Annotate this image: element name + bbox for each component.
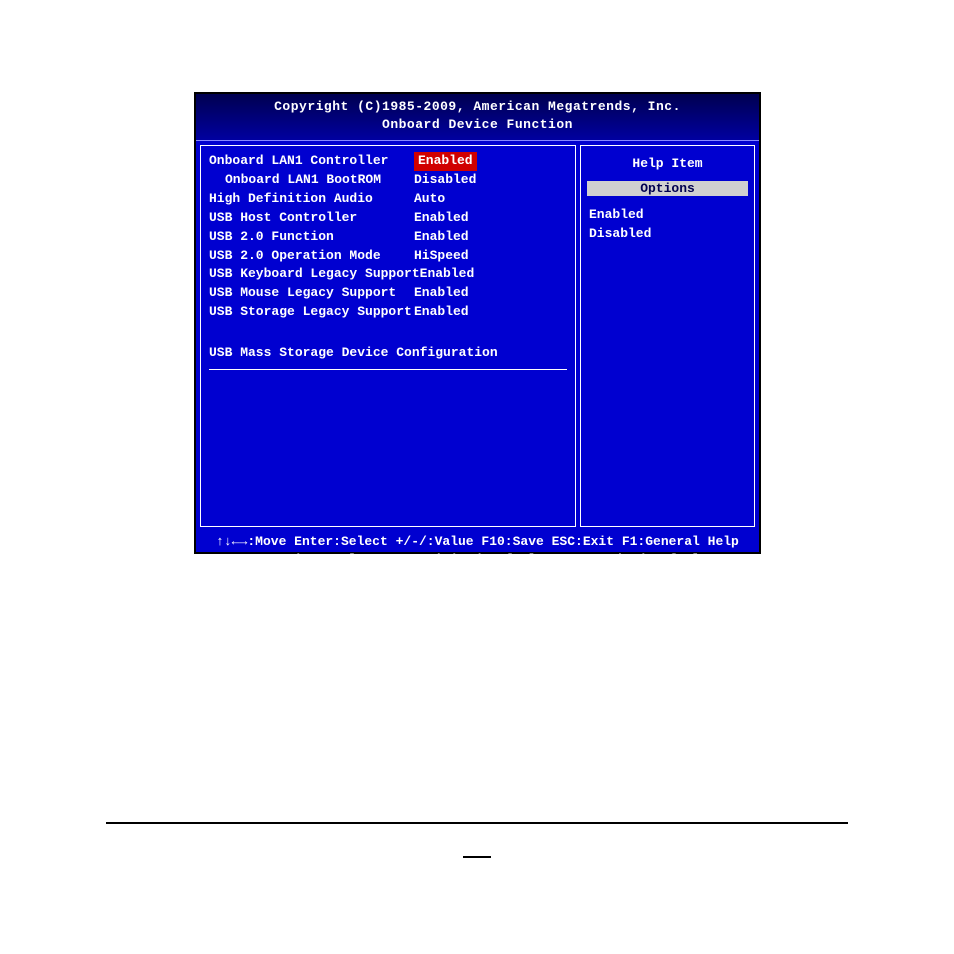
setting-value-selected[interactable]: Enabled <box>414 152 477 171</box>
setting-label: USB Storage Legacy Support <box>209 303 414 322</box>
setting-row[interactable]: Onboard LAN1 BootROM Disabled <box>209 171 567 190</box>
help-option: Enabled <box>589 206 746 225</box>
setting-row[interactable]: USB 2.0 Operation Mode HiSpeed <box>209 247 567 266</box>
setting-value[interactable]: Enabled <box>414 209 469 228</box>
help-title: Help Item <box>589 156 746 171</box>
gap <box>209 322 567 344</box>
setting-label: USB 2.0 Function <box>209 228 414 247</box>
setting-value[interactable]: HiSpeed <box>414 247 469 266</box>
page-subtitle: Onboard Device Function <box>196 116 759 134</box>
setting-row[interactable]: USB Mouse Legacy Support Enabled <box>209 284 567 303</box>
setting-label: USB Host Controller <box>209 209 414 228</box>
setting-row[interactable]: USB Host Controller Enabled <box>209 209 567 228</box>
help-option: Disabled <box>589 225 746 244</box>
page-number-tick <box>463 856 491 858</box>
setting-label: USB Mouse Legacy Support <box>209 284 414 303</box>
setting-value[interactable]: Auto <box>414 190 445 209</box>
setting-value[interactable]: Enabled <box>414 228 469 247</box>
setting-row[interactable]: Onboard LAN1 Controller Enabled <box>209 152 567 171</box>
setting-label: Onboard LAN1 Controller <box>209 152 414 171</box>
setting-value[interactable]: Disabled <box>414 171 476 190</box>
help-panel: Help Item Options Enabled Disabled <box>580 145 755 527</box>
settings-panel: Onboard LAN1 Controller Enabled Onboard … <box>200 145 576 527</box>
setting-value[interactable]: Enabled <box>414 284 469 303</box>
setting-value[interactable]: Enabled <box>414 303 469 322</box>
setting-row[interactable]: USB Keyboard Legacy Support Enabled <box>209 265 567 284</box>
submenu-label: USB Mass Storage Device Configuration <box>209 344 498 363</box>
options-header: Options <box>587 181 748 196</box>
setting-label: High Definition Audio <box>209 190 414 209</box>
submenu-link[interactable]: USB Mass Storage Device Configuration <box>209 344 567 363</box>
setting-row[interactable]: High Definition Audio Auto <box>209 190 567 209</box>
divider <box>209 369 567 370</box>
setting-row[interactable]: USB 2.0 Function Enabled <box>209 228 567 247</box>
setting-label: USB 2.0 Operation Mode <box>209 247 414 266</box>
page-horizontal-rule <box>106 822 848 824</box>
copyright-text: Copyright (C)1985-2009, American Megatre… <box>196 98 759 116</box>
setting-value[interactable]: Enabled <box>420 265 475 284</box>
setting-label: Onboard LAN1 BootROM <box>209 171 414 190</box>
bios-body: Onboard LAN1 Controller Enabled Onboard … <box>196 141 759 531</box>
setting-row[interactable]: USB Storage Legacy Support Enabled <box>209 303 567 322</box>
footer-line-1: ↑↓←→:Move Enter:Select +/-/:Value F10:Sa… <box>196 533 759 551</box>
setting-label: USB Keyboard Legacy Support <box>209 265 420 284</box>
bios-footer: ↑↓←→:Move Enter:Select +/-/:Value F10:Sa… <box>196 531 759 572</box>
footer-line-2: F5:Previous Values F6:Optimized Defaults… <box>196 551 759 569</box>
bios-header: Copyright (C)1985-2009, American Megatre… <box>196 94 759 141</box>
bios-window: Copyright (C)1985-2009, American Megatre… <box>194 92 761 554</box>
